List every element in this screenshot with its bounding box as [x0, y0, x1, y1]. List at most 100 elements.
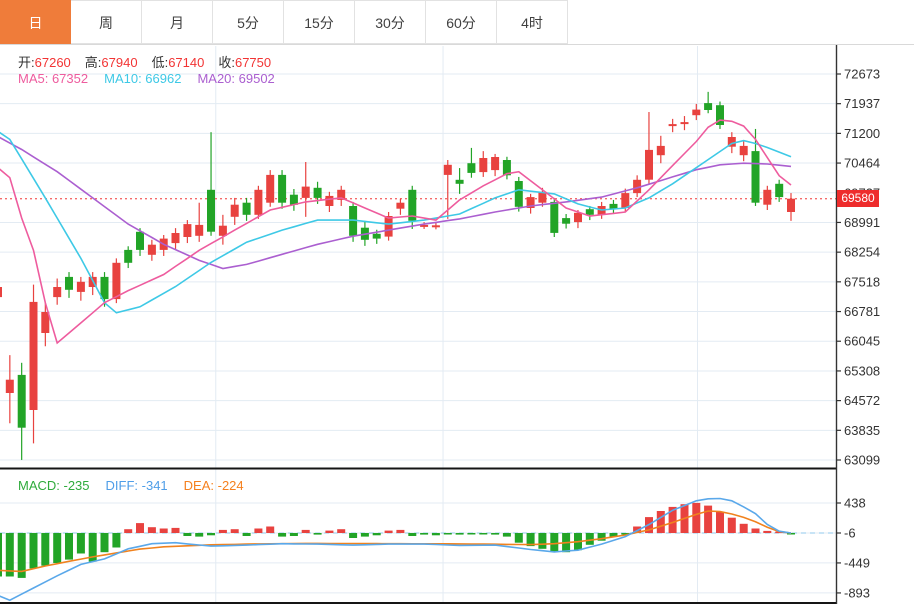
candle-body — [53, 287, 62, 298]
candle-body — [479, 158, 488, 173]
macd-histogram-bar — [739, 523, 748, 533]
macd-histogram-bar — [289, 533, 298, 536]
macd-histogram-bar — [266, 526, 275, 533]
macd-histogram-bar — [53, 533, 62, 563]
candle-body — [396, 202, 405, 209]
macd-histogram-bar — [301, 529, 310, 533]
tab-month[interactable]: 月 — [142, 0, 213, 44]
candle-body — [278, 174, 287, 203]
tab-15min[interactable]: 15分 — [284, 0, 355, 44]
macd-histogram-bar — [396, 529, 405, 533]
axis-tick-label: -6 — [844, 526, 856, 541]
indicator-value: MACD: -235 — [18, 478, 90, 493]
macd-histogram-bar — [467, 533, 476, 535]
indicator-value: 开:67260 — [18, 55, 71, 70]
candle-body — [147, 244, 156, 255]
candle-body — [550, 201, 559, 233]
candle-body — [680, 122, 689, 125]
macd-histogram-bar — [550, 533, 559, 552]
candle-body — [609, 203, 618, 210]
candle-body — [372, 233, 381, 239]
tab-week[interactable]: 周 — [71, 0, 142, 44]
chart-bottom-border — [0, 602, 836, 604]
candle-body — [467, 163, 476, 173]
tab-day[interactable]: 日 — [0, 0, 71, 44]
macd-histogram-bar — [408, 533, 417, 536]
macd-histogram-bar — [621, 533, 630, 535]
axis-tick-label: 68991 — [844, 215, 880, 230]
macd-histogram-bar — [479, 533, 488, 535]
candle-body — [763, 189, 772, 205]
macd-histogram-bar — [443, 533, 452, 535]
macd-histogram-bar — [254, 528, 263, 533]
candle-body — [29, 301, 38, 410]
candle-body — [408, 189, 417, 221]
macd-histogram-bar — [278, 533, 287, 537]
macd-histogram-bar — [325, 530, 334, 533]
tab-30min[interactable]: 30分 — [355, 0, 426, 44]
candle-body — [526, 197, 535, 208]
macd-indicator-overlay: MACD: -235 DIFF: -341 DEA: -224 — [18, 478, 260, 493]
candle-body — [301, 186, 310, 198]
macd-histogram-bar — [360, 533, 369, 537]
indicator-value: DEA: -224 — [183, 478, 244, 493]
macd-histogram-bar — [763, 530, 772, 533]
macd-histogram-bar — [372, 533, 381, 536]
candle-body — [420, 224, 429, 227]
macd-histogram-bar — [88, 533, 97, 562]
macd-histogram-bar — [384, 530, 393, 533]
macd-histogram-bar — [526, 533, 535, 547]
macd-histogram-bar — [704, 505, 713, 533]
macd-histogram-bar — [112, 533, 121, 548]
macd-histogram-bar — [147, 527, 156, 533]
macd-histogram-bar — [171, 527, 180, 533]
diff-line — [0, 497, 792, 602]
indicator-value: MA20: 69502 — [197, 71, 275, 86]
tab-4hour[interactable]: 4时 — [497, 0, 568, 44]
candle-body — [645, 149, 653, 180]
tab-60min[interactable]: 60分 — [426, 0, 497, 44]
candle-body — [443, 164, 452, 175]
macd-histogram-bar — [183, 533, 192, 536]
macd-histogram-bar — [455, 533, 464, 535]
macd-histogram-bar — [597, 533, 606, 541]
macd-histogram-bar — [349, 533, 358, 538]
macd-histogram-bar — [124, 529, 133, 533]
period-tabbar: 日周月 5分 15分 30分 60分 4时 — [0, 0, 914, 45]
candle-body — [692, 109, 701, 116]
axis-tick-label: 67518 — [844, 274, 880, 289]
macd-histogram-bar — [514, 533, 523, 543]
macd-histogram-bar — [41, 533, 50, 566]
axis-tick-label: 68254 — [844, 245, 880, 260]
macd-histogram-bar — [420, 533, 429, 535]
indicator-value: 收:67750 — [218, 55, 272, 70]
axis-tick-label: 65308 — [844, 363, 880, 378]
candle-body — [633, 179, 642, 194]
tab-5min[interactable]: 5分 — [213, 0, 284, 44]
macd-histogram-bar — [218, 529, 227, 533]
candle-body — [502, 160, 511, 176]
macd-histogram-bar — [136, 523, 144, 533]
candle-body — [207, 189, 215, 232]
macd-histogram-bar — [787, 533, 795, 535]
macd-histogram-bar — [751, 528, 760, 533]
indicator-value: MA10: 66962 — [104, 71, 182, 86]
macd-histogram-bar — [0, 533, 2, 577]
candle-body — [112, 262, 121, 300]
axis-tick-label: 71937 — [844, 96, 880, 111]
candle-body — [337, 189, 346, 200]
macd-histogram-bar — [65, 533, 73, 560]
candle-body — [5, 379, 14, 393]
candle-body — [656, 145, 665, 156]
macd-histogram-bar — [242, 533, 251, 536]
candle-body — [218, 225, 227, 236]
axis-tick-label: 63835 — [844, 423, 880, 438]
axis-tick-label: 71200 — [844, 126, 880, 141]
candle-body — [668, 124, 677, 127]
axis-tick-label: 66045 — [844, 334, 880, 349]
macd-histogram-bar — [502, 533, 511, 537]
candle-body — [562, 218, 571, 224]
macd-histogram-bar — [313, 533, 322, 535]
